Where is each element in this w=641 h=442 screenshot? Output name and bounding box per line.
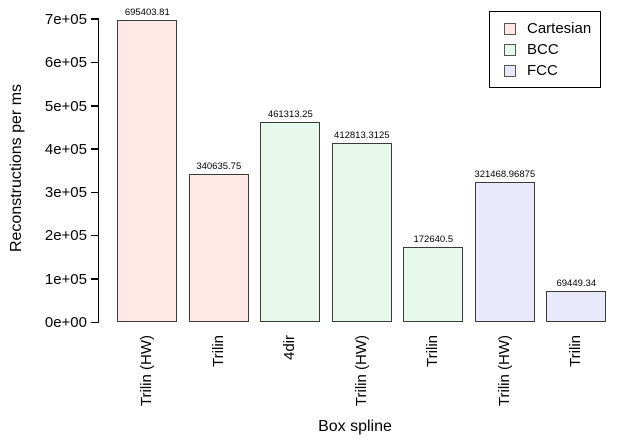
bar-value-label: 172640.5 (413, 233, 454, 245)
legend-item: BCC (504, 39, 600, 60)
bar (474, 182, 535, 323)
y-axis-line (97, 18, 99, 323)
y-tick-label: 5e+05 (44, 97, 87, 115)
x-tick-label: Trilin (209, 335, 227, 367)
y-tick-label: 7e+05 (44, 10, 87, 28)
x-tick-label: 4dir (281, 335, 299, 361)
y-tick-label: 1e+05 (44, 270, 87, 288)
bar (117, 20, 178, 323)
x-tick-label: Trilin (HW) (352, 335, 370, 407)
y-axis-tick (91, 61, 98, 64)
bar (331, 142, 392, 323)
x-tick-label: Trilin (424, 335, 442, 367)
bar (546, 291, 607, 323)
legend-swatch-icon (504, 22, 516, 35)
legend-item: FCC (504, 60, 600, 81)
bar-value-label: 695403.81 (124, 7, 170, 19)
legend-label: BCC (527, 41, 559, 58)
bar-value-label: 461313.25 (267, 108, 313, 120)
y-axis-tick (91, 105, 98, 107)
y-tick-label: 4e+05 (44, 140, 87, 158)
y-axis-tick (91, 234, 98, 237)
bar-value-label: 69449.34 (556, 278, 597, 290)
bar (188, 174, 249, 323)
legend: Cartesian BCC FCC (489, 11, 601, 88)
legend-label: Cartesian (527, 20, 592, 37)
bar-value-label: 321468.96875 (474, 169, 536, 181)
legend-swatch-icon (504, 43, 516, 56)
y-axis-tick (91, 321, 98, 323)
y-tick-label: 3e+05 (44, 184, 87, 202)
x-axis-title: Box spline (318, 418, 392, 435)
x-tick-label: Trilin (HW) (495, 335, 513, 407)
x-tick-label: Trilin (HW) (138, 335, 156, 407)
legend-swatch-icon (504, 64, 516, 77)
x-tick-label: Trilin (567, 335, 585, 367)
y-axis-title: Reconstructions per ms (8, 83, 25, 253)
bar (260, 121, 321, 323)
bar-value-label: 412813.3125 (334, 129, 390, 141)
y-tick-label: 6e+05 (44, 54, 87, 72)
y-axis-tick (91, 191, 98, 194)
y-tick-label: 0e+00 (44, 314, 87, 331)
legend-item: Cartesian (504, 18, 600, 39)
bar (403, 246, 464, 323)
legend-label: FCC (527, 62, 558, 79)
y-axis-tick (91, 148, 98, 150)
y-axis-tick (91, 18, 98, 20)
bar-value-label: 340635.75 (196, 161, 242, 172)
y-tick-label: 2e+05 (44, 227, 87, 245)
y-axis-tick (91, 278, 98, 280)
